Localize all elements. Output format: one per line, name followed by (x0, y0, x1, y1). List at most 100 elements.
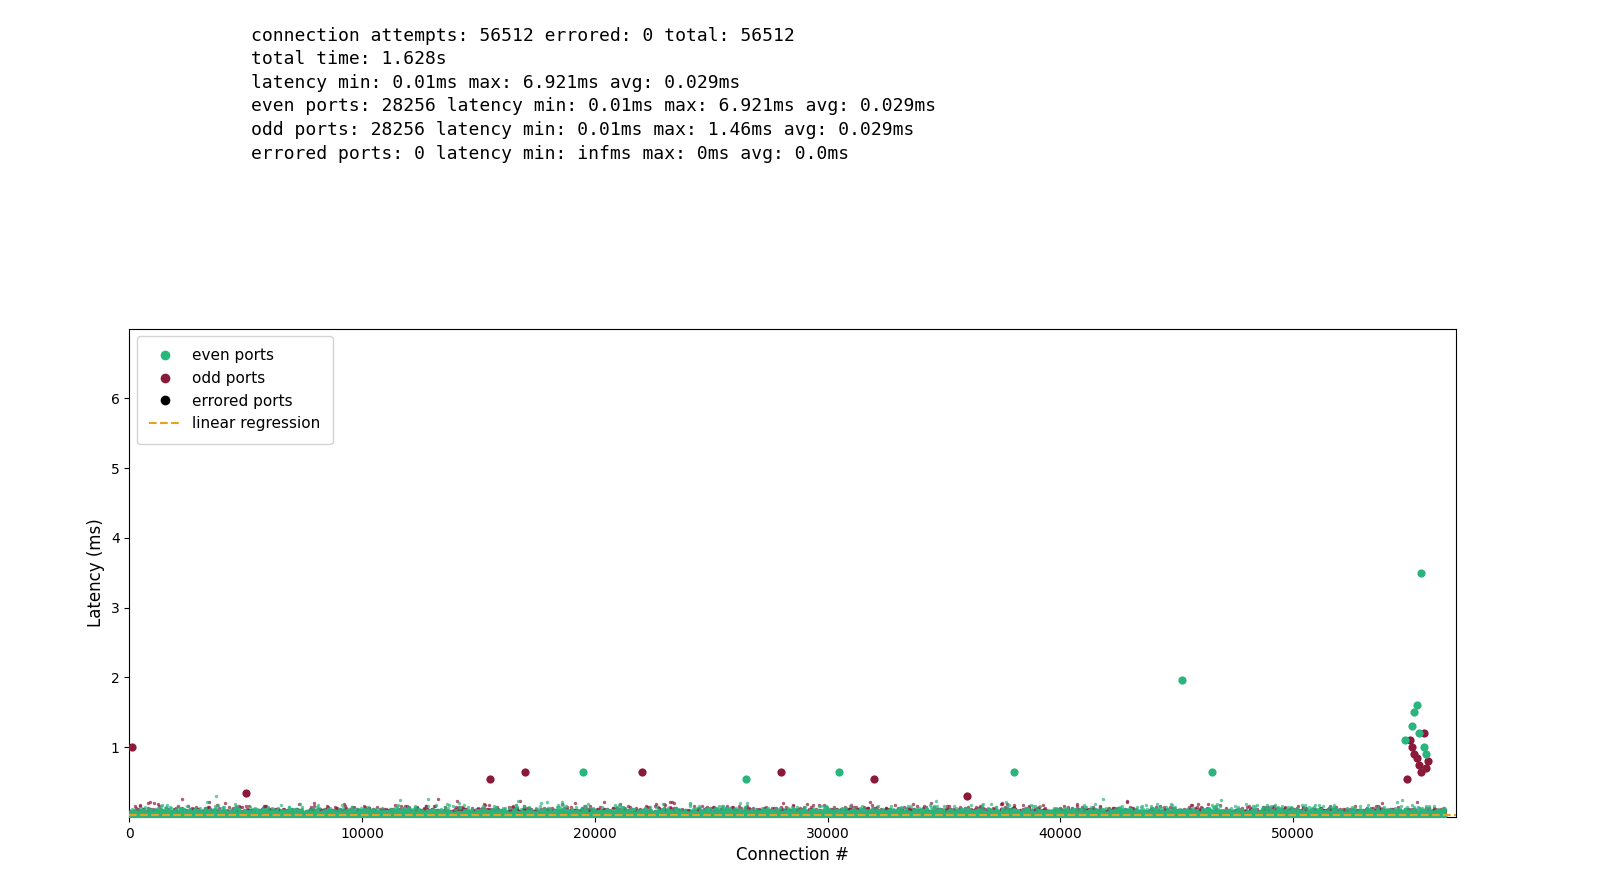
Point (1286, 809, 1312, 823)
Point (570, 807, 595, 821)
Point (312, 808, 338, 822)
Point (718, 808, 744, 822)
Point (149, 809, 175, 823)
Point (1209, 809, 1235, 823)
Point (798, 807, 824, 821)
Point (830, 807, 856, 821)
Point (1031, 809, 1057, 823)
Point (544, 808, 570, 822)
Point (652, 809, 678, 823)
Point (324, 805, 349, 820)
Point (244, 806, 270, 821)
Point (476, 808, 502, 822)
Point (1107, 809, 1133, 823)
Point (916, 809, 942, 823)
Point (1031, 805, 1057, 820)
Point (306, 808, 332, 822)
Point (1050, 804, 1076, 818)
Point (714, 808, 739, 822)
Point (683, 808, 709, 822)
Point (581, 806, 607, 821)
Point (328, 808, 354, 822)
Point (257, 806, 283, 821)
Point (1230, 805, 1256, 819)
Point (756, 806, 781, 821)
Point (1163, 808, 1189, 822)
Point (353, 809, 379, 823)
Point (945, 807, 971, 821)
Point (519, 809, 545, 823)
Point (1233, 809, 1259, 823)
Point (835, 808, 861, 822)
Point (196, 809, 222, 823)
Point (586, 809, 612, 823)
Point (343, 808, 369, 822)
Point (118, 806, 144, 821)
Point (450, 809, 476, 823)
Point (958, 808, 984, 822)
Point (521, 808, 547, 822)
Point (1194, 808, 1220, 822)
Point (807, 807, 833, 821)
Point (595, 803, 621, 817)
Point (1336, 808, 1362, 822)
Point (277, 806, 303, 821)
Point (1192, 809, 1218, 823)
Point (438, 809, 464, 823)
Point (479, 802, 505, 816)
Point (1222, 798, 1247, 813)
Point (1147, 809, 1173, 823)
Point (1390, 809, 1416, 823)
Point (867, 807, 893, 821)
Point (1278, 808, 1304, 822)
Point (1128, 809, 1154, 823)
Point (511, 808, 537, 822)
Point (1146, 809, 1171, 823)
Point (733, 808, 759, 822)
Point (1045, 808, 1071, 822)
Point (1061, 805, 1087, 820)
Point (422, 806, 448, 821)
Point (442, 807, 468, 821)
Point (901, 809, 927, 823)
Point (867, 805, 893, 819)
Point (880, 805, 906, 819)
Point (136, 808, 162, 822)
Point (231, 809, 257, 823)
Point (1207, 806, 1233, 821)
Point (903, 808, 929, 822)
Point (317, 808, 343, 822)
Point (1427, 807, 1453, 821)
Point (453, 807, 479, 821)
Point (1375, 809, 1401, 823)
Point (1175, 807, 1201, 821)
Point (183, 807, 209, 821)
Point (1430, 808, 1456, 822)
Point (607, 808, 633, 822)
Point (599, 809, 625, 823)
Point (1257, 807, 1283, 821)
Point (652, 801, 678, 815)
Point (1066, 808, 1092, 822)
Point (1298, 808, 1324, 822)
Point (424, 806, 450, 821)
Point (919, 809, 945, 823)
Point (319, 807, 345, 821)
Point (1330, 805, 1356, 820)
Point (424, 807, 450, 821)
Point (843, 809, 869, 823)
Point (663, 807, 689, 821)
Point (904, 808, 930, 822)
Point (998, 809, 1024, 823)
Point (1186, 807, 1212, 821)
Point (385, 809, 411, 823)
Point (642, 809, 668, 823)
Point (1315, 805, 1341, 820)
Point (642, 809, 668, 823)
Point (723, 809, 749, 823)
Point (1076, 808, 1102, 822)
Point (1218, 809, 1244, 823)
Point (435, 807, 461, 821)
Point (1372, 807, 1398, 821)
Point (898, 808, 924, 822)
